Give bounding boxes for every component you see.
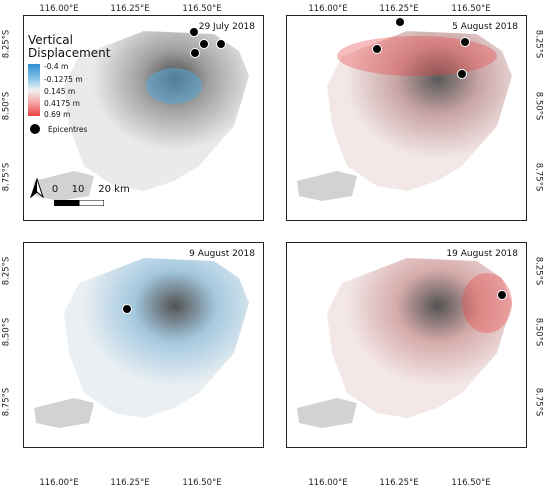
ramp-label-max: 0.69 m xyxy=(44,110,71,119)
epicentre-marker xyxy=(497,290,507,300)
volcano-deformation xyxy=(146,68,202,104)
epicentre-marker xyxy=(372,44,382,54)
lon-tick-top-2-116.25: 116.25°E xyxy=(379,4,419,14)
color-ramp xyxy=(28,64,40,116)
southern-peninsula xyxy=(34,398,94,428)
epicentre-marker xyxy=(189,27,199,37)
lon-tick-bottom-1-116.00: 116.00°E xyxy=(39,478,79,488)
ramp-label-high: 0.4175 m xyxy=(44,99,80,108)
lat-tick-right-2-8.75: 8.75°S xyxy=(533,387,544,417)
north-arrow-icon xyxy=(30,178,44,198)
panel-date-label: 5 August 2018 xyxy=(452,22,518,32)
map-panel-29-july: 29 July 2018 Vertical Displacement -0.4 … xyxy=(23,15,264,221)
lon-tick-bottom-2-116.25: 116.25°E xyxy=(379,478,419,488)
lon-tick-bottom-2-116.00: 116.00°E xyxy=(308,478,348,488)
panel-date-label: 19 August 2018 xyxy=(446,249,518,259)
island-map-9-august xyxy=(34,258,249,428)
legend-title-line1: Vertical xyxy=(28,33,73,47)
epicentre-marker xyxy=(199,39,209,49)
epicentre-legend-icon xyxy=(30,124,40,134)
island-landmass xyxy=(327,258,512,418)
map-panel-5-august: 5 August 2018 xyxy=(286,15,527,221)
southern-peninsula xyxy=(297,398,357,428)
lat-tick-right-1-8.75: 8.75°S xyxy=(533,162,544,192)
epicentre-marker xyxy=(190,48,200,58)
island-landmass xyxy=(64,31,249,191)
lat-tick-right-2-8.50: 8.50°S xyxy=(533,317,544,347)
lat-tick-left-1-8.25: 8.25°S xyxy=(1,29,12,59)
scale-label-0: 0 xyxy=(51,184,59,195)
ramp-label-mid: 0.145 m xyxy=(44,87,76,96)
map-panel-9-august: 9 August 2018 xyxy=(23,242,264,448)
lat-tick-left-2-8.25: 8.25°S xyxy=(1,256,12,286)
epicentre-marker xyxy=(460,37,470,47)
lat-tick-left-2-8.50: 8.50°S xyxy=(1,317,12,347)
legend-title-line2: Displacement xyxy=(28,46,111,60)
southern-peninsula xyxy=(34,171,94,201)
southern-peninsula xyxy=(297,171,357,201)
lon-tick-top-2-116.50: 116.50°E xyxy=(451,4,491,14)
lat-tick-left-2-8.75: 8.75°S xyxy=(1,387,12,417)
island-map-19-august xyxy=(297,258,512,428)
epicentres-label: Epicentres xyxy=(48,124,88,134)
ramp-label-low: -0.1275 m xyxy=(44,75,83,84)
scale-label-10: 10 xyxy=(71,184,85,195)
panel-date-label: 29 July 2018 xyxy=(198,22,255,32)
scale-bar: 0 10 20 km xyxy=(30,178,170,218)
scale-bar-segments xyxy=(54,200,104,206)
island-map-29-july xyxy=(34,27,249,201)
lat-tick-right-1-8.25: 8.25°S xyxy=(533,29,544,59)
lat-tick-right-2-8.25: 8.25°S xyxy=(533,256,544,286)
displacement-legend: Vertical Displacement -0.4 m -0.1275 m 0… xyxy=(28,34,168,134)
island-landmass xyxy=(64,258,249,418)
island-map-5-august xyxy=(297,17,512,201)
epicentre-marker xyxy=(122,304,132,314)
epicentre-marker xyxy=(216,39,226,49)
epicentre-marker xyxy=(395,17,405,27)
lon-tick-top-2-116.00: 116.00°E xyxy=(308,4,348,14)
lon-tick-top-1-116.50: 116.50°E xyxy=(182,4,222,14)
epicentre-marker xyxy=(457,69,467,79)
lon-tick-bottom-1-116.50: 116.50°E xyxy=(182,478,222,488)
panel-date-label: 9 August 2018 xyxy=(189,249,255,259)
lat-tick-left-1-8.75: 8.75°S xyxy=(1,162,12,192)
lon-tick-top-1-116.25: 116.25°E xyxy=(110,4,150,14)
lat-tick-left-1-8.50: 8.50°S xyxy=(1,91,12,121)
map-panel-19-august: 19 August 2018 xyxy=(286,242,527,448)
lon-tick-top-1-116.00: 116.00°E xyxy=(39,4,79,14)
scale-label-20: 20 km xyxy=(98,184,130,195)
ramp-label-min: -0.4 m xyxy=(44,62,69,71)
lon-tick-bottom-2-116.50: 116.50°E xyxy=(451,478,491,488)
lon-tick-bottom-1-116.25: 116.25°E xyxy=(110,478,150,488)
northern-uplift xyxy=(337,36,497,76)
eastern-uplift xyxy=(462,273,512,333)
lat-tick-right-1-8.50: 8.50°S xyxy=(533,91,544,121)
